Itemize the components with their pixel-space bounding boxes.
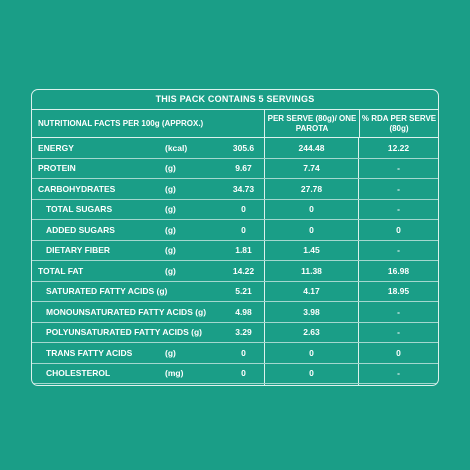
value-per-100g: 0 (223, 199, 265, 219)
value-per-100g: 5.21 (223, 281, 265, 301)
nutrient-unit: (mg) (165, 368, 184, 379)
value-per-100g: 34.73 (223, 179, 265, 199)
nutrition-table: THIS PACK CONTAINS 5 SERVINGS NUTRITIONA… (31, 89, 439, 386)
value-per-serve: 242.34 (265, 384, 359, 385)
nutrient-unit: (g) (165, 224, 176, 235)
nutrient-name: PROTEIN (38, 163, 76, 174)
nutrient-name: ADDED SUGARS (46, 224, 115, 235)
table-row: POLYUNSATURATED FATTY ACIDS (g) 3.29 2.63 - (32, 322, 438, 343)
value-rda: - (397, 306, 400, 317)
value-per-serve: 2.63 (265, 322, 359, 342)
value-per-100g: 0 (223, 220, 265, 240)
value-per-serve: 244.48 (265, 138, 359, 158)
table-row: PROTEIN (g) 9.67 7.74 - (32, 158, 438, 179)
nutrient-unit: (g) (165, 204, 176, 215)
value-per-100g: 4.98 (223, 302, 265, 322)
value-per-serve: 0 (265, 363, 359, 383)
value-per-100g: 302.93 (223, 384, 265, 385)
header-per-100g: NUTRITIONAL FACTS PER 100g (APPROX.) (32, 110, 265, 137)
table-header-row: NUTRITIONAL FACTS PER 100g (APPROX.) PER… (32, 110, 438, 138)
value-rda: 18.95 (387, 286, 410, 297)
value-per-serve: 7.74 (265, 158, 359, 178)
table-row: TOTAL FAT (g) 14.22 11.38 16.98 (32, 261, 438, 282)
nutrient-unit: (g) (165, 163, 176, 174)
table-row: CARBOHYDRATES (g) 34.73 27.78 - (32, 179, 438, 200)
nutrient-name: DIETARY FIBER (46, 245, 111, 256)
table-row: CHOLESTEROL (mg) 0 0 - (32, 363, 438, 384)
value-per-serve: 0 (265, 343, 359, 363)
value-per-serve: 11.38 (265, 261, 359, 281)
nutrient-unit: (g) (165, 265, 176, 276)
value-rda: - (397, 327, 400, 338)
value-per-serve: 0 (265, 199, 359, 219)
nutrient-unit: (g) (165, 183, 176, 194)
table-row: SODIUM(mg)302.93242.3412.12 (32, 384, 438, 385)
nutrient-unit: (g) (165, 347, 176, 358)
table-caption: THIS PACK CONTAINS 5 SERVINGS (32, 90, 438, 110)
value-per-100g: 9.67 (223, 158, 265, 178)
value-per-serve: 1.45 (265, 240, 359, 260)
table-row: MONOUNSATURATED FATTY ACIDS (g) 4.98 3.98 - (32, 302, 438, 323)
nutrient-name: POLYUNSATURATED FATTY ACIDS (g) (46, 327, 202, 338)
nutrient-name: TRANS FATTY ACIDS (46, 347, 133, 358)
value-rda: 0 (396, 347, 401, 358)
header-per-serve: PER SERVE (80g)/ ONE PAROTA (265, 110, 360, 137)
table-row: DIETARY FIBER (g) 1.81 1.45 - (32, 240, 438, 261)
value-per-100g: 14.22 (223, 261, 265, 281)
value-rda: - (397, 245, 400, 256)
value-per-serve: 4.17 (265, 281, 359, 301)
value-per-serve: 3.98 (265, 302, 359, 322)
table-row: SATURATED FATTY ACIDS (g) 5.21 4.17 18.95 (32, 281, 438, 302)
value-per-100g: 0 (223, 363, 265, 383)
nutrient-unit: (kcal) (165, 142, 188, 153)
value-rda: - (397, 368, 400, 379)
value-rda: - (397, 163, 400, 174)
nutrient-name: CARBOHYDRATES (38, 183, 116, 194)
nutrient-name: TOTAL FAT (38, 265, 84, 276)
value-per-100g: 3.29 (223, 322, 265, 342)
value-rda: 16.98 (387, 265, 410, 276)
value-rda: - (397, 204, 400, 215)
nutrient-name: TOTAL SUGARS (46, 204, 113, 215)
nutrient-name: ENERGY (38, 142, 74, 153)
nutrient-name: SATURATED FATTY ACIDS (g) (46, 286, 168, 297)
value-per-100g: 305.6 (223, 138, 265, 158)
table-body: ENERGY (kcal) 305.6 244.48 12.22 PROTEIN (g) 9.… (32, 138, 438, 385)
table-row: TOTAL SUGARS (g) 0 0 - (32, 199, 438, 220)
value-rda: - (397, 183, 400, 194)
value-per-serve: 27.78 (265, 179, 359, 199)
header-rda: % RDA PER SERVE (80g) (361, 113, 437, 133)
table-row: ADDED SUGARS (g) 0 0 0 (32, 220, 438, 241)
table-row: TRANS FATTY ACIDS (g) 0 0 0 (32, 343, 438, 364)
value-rda: 12.22 (387, 142, 410, 153)
value-per-100g: 1.81 (223, 240, 265, 260)
value-per-100g: 0 (223, 343, 265, 363)
nutrient-name: CHOLESTEROL (46, 368, 111, 379)
value-rda: 0 (396, 224, 401, 235)
value-per-serve: 0 (265, 220, 359, 240)
nutrient-unit: (g) (165, 245, 176, 256)
table-row: ENERGY (kcal) 305.6 244.48 12.22 (32, 138, 438, 159)
nutrient-name: MONOUNSATURATED FATTY ACIDS (g) (46, 306, 207, 317)
